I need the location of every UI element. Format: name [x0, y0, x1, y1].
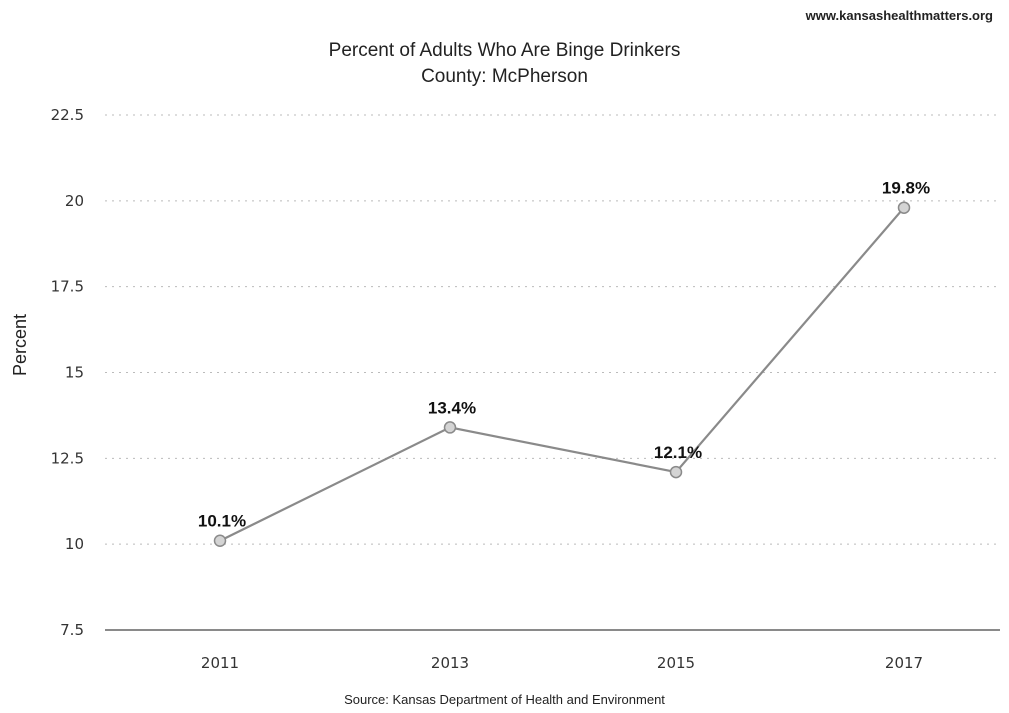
- data-point: [669, 465, 683, 479]
- source-note: Source: Kansas Department of Health and …: [344, 692, 665, 707]
- data-label: 10.1%: [198, 512, 246, 531]
- data-point: [213, 534, 227, 547]
- x-tick-label: 2015: [657, 654, 695, 672]
- chart-subtitle: County: McPherson: [421, 66, 588, 87]
- series-line: [219, 206, 905, 542]
- y-tick-label: 7.5: [60, 621, 84, 639]
- site-url: www.kansashealthmatters.org: [805, 8, 993, 23]
- y-tick-label: 17.5: [51, 278, 84, 296]
- chart-title-block: Percent of Adults Who Are Binge Drinkers…: [0, 38, 1009, 90]
- data-point: [897, 201, 911, 214]
- y-tick-label: 22.5: [51, 106, 84, 124]
- x-tick-label: 2011: [201, 654, 239, 672]
- chart-title: Percent of Adults Who Are Binge Drinkers: [328, 40, 681, 61]
- series-layer: 10.1% 13.4% 12.1% 19.8%: [198, 179, 930, 547]
- y-tick-label: 20: [65, 192, 84, 210]
- data-label: 13.4%: [428, 398, 476, 417]
- y-axis-ticks: 22.5 20 17.5 15 12.5 10 7.5: [51, 106, 84, 639]
- y-axis-label: Percent: [10, 314, 30, 376]
- data-point: [443, 421, 457, 434]
- y-tick-label: 10: [65, 535, 84, 553]
- x-axis-ticks: 2011 2013 2015 2017: [201, 654, 923, 672]
- x-tick-label: 2013: [431, 654, 469, 672]
- y-tick-label: 15: [65, 364, 84, 382]
- gridlines: [105, 114, 1000, 631]
- x-tick-label: 2017: [885, 654, 923, 672]
- data-label: 12.1%: [654, 443, 702, 462]
- y-tick-label: 12.5: [51, 449, 84, 467]
- data-label: 19.8%: [882, 179, 930, 198]
